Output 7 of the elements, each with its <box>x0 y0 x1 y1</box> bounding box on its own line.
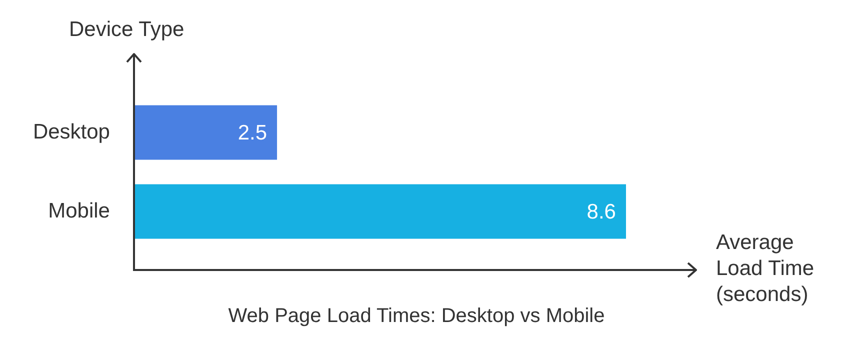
y-tick-label: Mobile <box>48 199 110 222</box>
y-tick-label: Desktop <box>32 120 110 144</box>
x-axis-title: Average Load Time (seconds) <box>716 230 816 308</box>
data-label: 2.5 <box>238 121 268 144</box>
data-label: 8.6 <box>586 200 616 224</box>
text: Web Page Load Times: Desktop vs Mobile <box>228 305 605 327</box>
y-axis-title: Device Type <box>69 17 184 43</box>
